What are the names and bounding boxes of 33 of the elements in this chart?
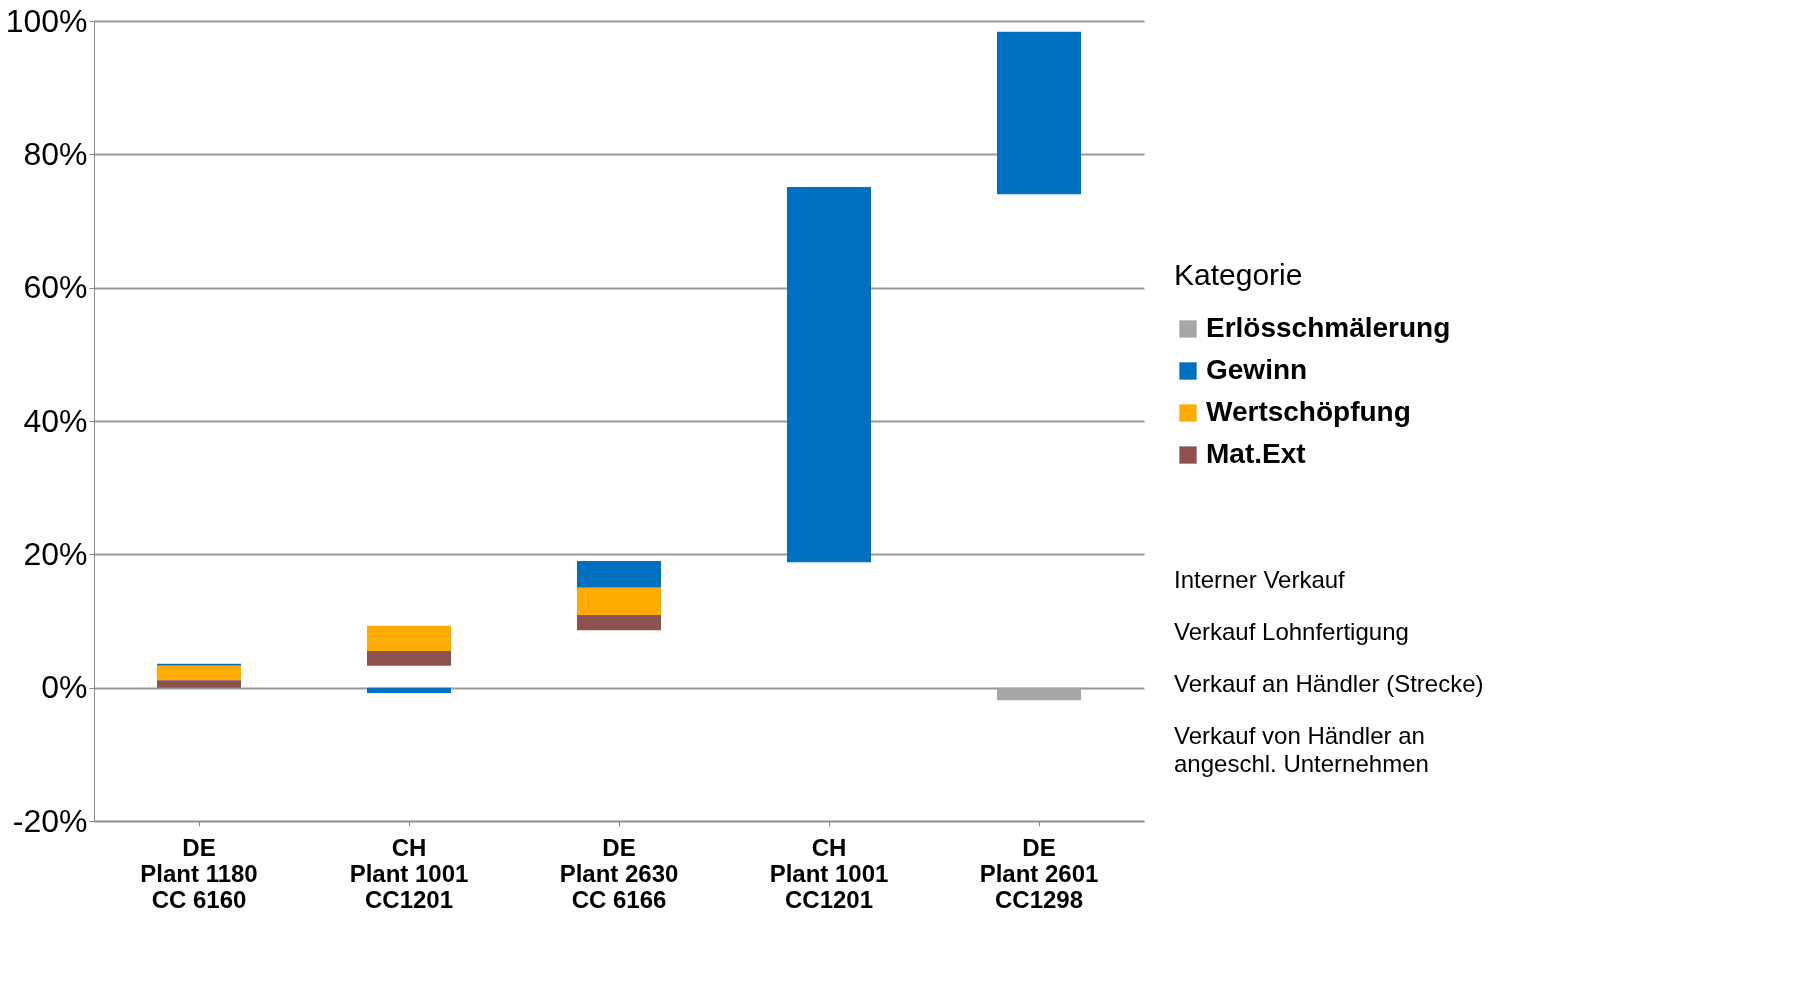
legend-title: Kategorie [1174, 258, 1303, 291]
bar [157, 680, 241, 688]
y-tick-label: 80% [23, 135, 88, 172]
y-tick-label: 40% [23, 402, 88, 439]
legend-label: Gewinn [1206, 354, 1308, 385]
y-tick-label: 100% [5, 2, 88, 39]
text: Verkauf von Händler an angeschl. Unternehmen [1174, 722, 1429, 777]
x-tick-label: DE Plant 2601 CC1298 [979, 833, 1099, 913]
y-tick-label: 20% [23, 535, 88, 572]
bar [997, 687, 1081, 701]
bar [367, 651, 451, 666]
legend-label: Erlösschmälerung [1206, 312, 1451, 343]
bar [787, 187, 871, 563]
legend-label: Mat.Ext [1206, 438, 1306, 469]
x-tick-label: DE Plant 1180 CC 6160 [140, 833, 258, 913]
y-tick-label: 60% [23, 269, 88, 306]
bar [997, 31, 1081, 195]
text: Interner Verkauf [1174, 566, 1346, 593]
bar [367, 687, 451, 693]
bar [367, 625, 451, 651]
bar [157, 665, 241, 681]
legend-label: Wertschöpfung [1206, 396, 1411, 427]
bar [577, 561, 661, 588]
y-tick-label: 0% [41, 669, 88, 706]
text: Verkauf an Händler (Strecke) [1174, 670, 1484, 697]
text: Verkauf Lohnfertigung [1174, 618, 1409, 645]
bar [577, 615, 661, 631]
x-tick-label: CH Plant 1001 CC1201 [349, 833, 469, 913]
y-tick-label: -20% [12, 802, 88, 839]
x-tick-label: DE Plant 2630 CC 6166 [559, 833, 679, 913]
bar [577, 587, 661, 615]
x-tick-label: CH Plant 1001 CC1201 [769, 833, 889, 913]
bar [157, 663, 241, 666]
